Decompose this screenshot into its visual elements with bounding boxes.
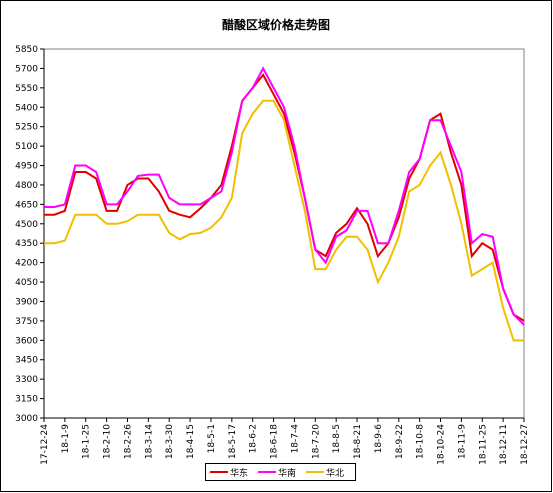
x-tick-label: 18-6-2 xyxy=(249,424,259,453)
y-tick-label: 3000 xyxy=(15,414,38,424)
y-tick-label: 4500 xyxy=(15,220,38,230)
legend-label: 华北 xyxy=(326,467,344,479)
x-tick-label: 18-1-9 xyxy=(61,424,71,454)
x-tick-label: 18-12-11 xyxy=(499,424,509,465)
y-tick-label: 5400 xyxy=(15,103,38,113)
legend-box xyxy=(205,463,356,481)
x-tick-label: 18-6-18 xyxy=(270,424,280,459)
y-tick-label: 3750 xyxy=(15,317,38,327)
x-tick-label: 18-1-25 xyxy=(82,424,92,459)
legend-label: 华东 xyxy=(230,467,248,479)
x-tick-label: 17-12-24 xyxy=(40,424,50,465)
x-tick-label: 18-7-20 xyxy=(311,424,321,459)
y-tick-label: 4050 xyxy=(15,278,38,288)
y-tick-label: 4200 xyxy=(15,259,38,269)
y-tick-label: 4800 xyxy=(15,181,38,191)
y-tick-label: 3300 xyxy=(15,375,38,385)
x-tick-label: 18-11-9 xyxy=(457,424,467,459)
y-tick-label: 3600 xyxy=(15,336,38,346)
x-tick-label: 18-12-27 xyxy=(520,424,530,465)
y-tick-label: 5850 xyxy=(15,45,38,55)
y-tick-label: 3450 xyxy=(15,356,38,366)
x-tick-label: 18-2-26 xyxy=(123,424,133,459)
x-tick-label: 18-8-5 xyxy=(332,424,342,453)
y-tick-label: 5100 xyxy=(15,142,38,152)
x-tick-label: 18-9-22 xyxy=(395,424,405,459)
x-tick-label: 18-2-10 xyxy=(103,424,113,459)
chart-title: 醋酸区域价格走势图 xyxy=(222,17,330,32)
y-tick-label: 3150 xyxy=(15,395,38,405)
x-tick-label: 18-7-4 xyxy=(290,424,300,454)
x-tick-label: 18-5-1 xyxy=(207,424,217,453)
series-line xyxy=(44,66,525,326)
x-tick-label: 18-10-24 xyxy=(437,424,447,465)
y-tick-label: 5250 xyxy=(15,123,38,133)
x-tick-label: 18-8-21 xyxy=(353,424,363,459)
y-tick-label: 4950 xyxy=(15,162,38,172)
x-tick-label: 18-9-6 xyxy=(374,424,384,454)
y-tick-label: 4350 xyxy=(15,239,38,249)
y-tick-label: 3900 xyxy=(15,297,38,307)
x-tick-label: 18-5-17 xyxy=(228,424,238,459)
x-tick-label: 18-3-30 xyxy=(165,424,175,459)
y-tick-label: 4650 xyxy=(15,200,38,210)
legend-label: 华南 xyxy=(278,467,296,479)
series-line xyxy=(44,99,524,342)
x-tick-label: 18-10-8 xyxy=(416,424,426,459)
y-tick-label: 5550 xyxy=(15,84,38,94)
x-tick-label: 18-11-25 xyxy=(478,424,488,465)
x-tick-label: 18-4-15 xyxy=(186,424,196,459)
y-tick-label: 5700 xyxy=(15,64,38,74)
x-tick-label: 18-3-14 xyxy=(144,424,154,459)
